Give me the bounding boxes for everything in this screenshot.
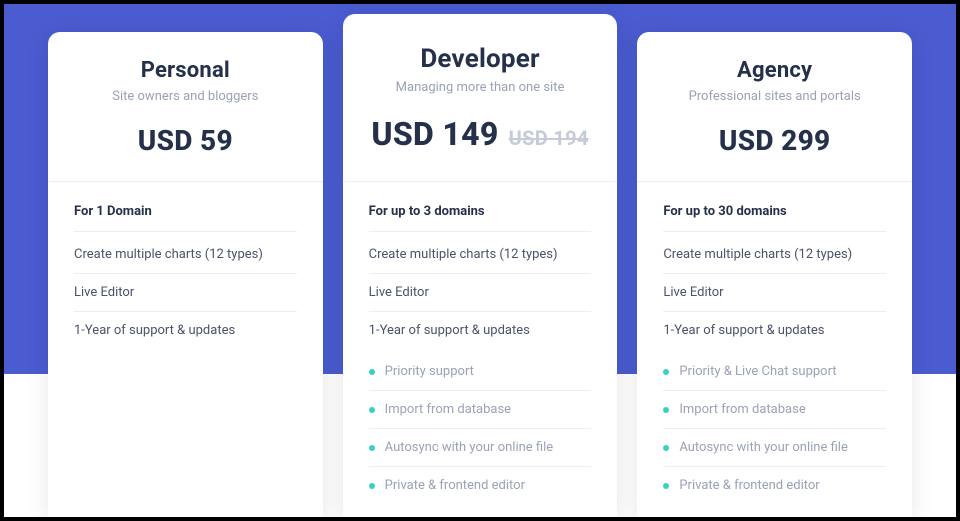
list-item: Live Editor [663, 274, 886, 312]
pricing-card-developer[interactable]: Developer Managing more than one site US… [343, 14, 618, 517]
core-features-list: Create multiple charts (12 types) Live E… [74, 236, 297, 349]
list-item: Private & frontend editor [663, 467, 886, 504]
card-header: Personal Site owners and bloggers USD 59 [48, 32, 323, 182]
bullet-icon [663, 407, 669, 413]
plan-subtitle: Managing more than one site [363, 80, 598, 95]
feature-text: Autosync with your online file [385, 440, 554, 455]
list-item: Import from database [663, 391, 886, 429]
feature-text: Private & frontend editor [679, 478, 819, 493]
feature-text: 1-Year of support & updates [74, 323, 235, 338]
list-item: Import from database [369, 391, 592, 429]
feature-text: Autosync with your online file [679, 440, 848, 455]
list-item: 1-Year of support & updates [369, 312, 592, 349]
feature-text: Priority & Live Chat support [679, 364, 836, 379]
plan-old-price: USD 194 [509, 126, 589, 150]
domain-limit: For up to 30 domains [663, 204, 886, 232]
feature-text: Private & frontend editor [385, 478, 525, 493]
feature-text: Live Editor [663, 285, 723, 300]
plan-price: USD 59 [138, 124, 233, 157]
feature-text: Live Editor [74, 285, 134, 300]
plan-price: USD 149 [371, 115, 498, 153]
feature-text: 1-Year of support & updates [663, 323, 824, 338]
list-item: Create multiple charts (12 types) [369, 236, 592, 274]
list-item: 1-Year of support & updates [74, 312, 297, 349]
pricing-frame: Personal Site owners and bloggers USD 59… [4, 4, 956, 517]
plan-price: USD 299 [719, 124, 831, 157]
feature-text: Import from database [385, 402, 511, 417]
price-row: USD 149 USD 194 [363, 115, 598, 153]
list-item: Live Editor [369, 274, 592, 312]
list-item: Autosync with your online file [369, 429, 592, 467]
list-item: Create multiple charts (12 types) [663, 236, 886, 274]
plan-name: Agency [657, 58, 892, 83]
pricing-cards-row: Personal Site owners and bloggers USD 59… [4, 4, 956, 517]
price-row: USD 59 [68, 124, 303, 157]
bullet-icon [663, 445, 669, 451]
feature-text: Live Editor [369, 285, 429, 300]
pricing-card-agency[interactable]: Agency Professional sites and portals US… [637, 32, 912, 517]
card-body: For up to 3 domains Create multiple char… [343, 182, 618, 504]
list-item: Live Editor [74, 274, 297, 312]
feature-text: 1-Year of support & updates [369, 323, 530, 338]
card-body: For up to 30 domains Create multiple cha… [637, 182, 912, 504]
list-item: Priority support [369, 353, 592, 391]
feature-text: Import from database [679, 402, 805, 417]
feature-text: Create multiple charts (12 types) [369, 247, 558, 262]
list-item: Autosync with your online file [663, 429, 886, 467]
feature-text: Priority support [385, 364, 474, 379]
list-item: Create multiple charts (12 types) [74, 236, 297, 274]
pricing-card-personal[interactable]: Personal Site owners and bloggers USD 59… [48, 32, 323, 517]
bullet-icon [663, 369, 669, 375]
domain-limit: For up to 3 domains [369, 204, 592, 232]
bullet-icon [663, 483, 669, 489]
bullet-icon [369, 407, 375, 413]
list-item: Priority & Live Chat support [663, 353, 886, 391]
domain-limit: For 1 Domain [74, 204, 297, 232]
plan-name: Personal [68, 58, 303, 83]
feature-text: Create multiple charts (12 types) [74, 247, 263, 262]
card-header: Agency Professional sites and portals US… [637, 32, 912, 182]
bullet-icon [369, 445, 375, 451]
plan-subtitle: Site owners and bloggers [68, 89, 303, 104]
plan-subtitle: Professional sites and portals [657, 89, 892, 104]
plan-name: Developer [363, 44, 598, 74]
bullet-icon [369, 369, 375, 375]
feature-text: Create multiple charts (12 types) [663, 247, 852, 262]
bullet-icon [369, 483, 375, 489]
extra-features-list: Priority support Import from database Au… [369, 353, 592, 504]
card-body: For 1 Domain Create multiple charts (12 … [48, 182, 323, 349]
core-features-list: Create multiple charts (12 types) Live E… [663, 236, 886, 349]
price-row: USD 299 [657, 124, 892, 157]
extra-features-list: Priority & Live Chat support Import from… [663, 353, 886, 504]
list-item: 1-Year of support & updates [663, 312, 886, 349]
card-header: Developer Managing more than one site US… [343, 14, 618, 182]
list-item: Private & frontend editor [369, 467, 592, 504]
core-features-list: Create multiple charts (12 types) Live E… [369, 236, 592, 349]
